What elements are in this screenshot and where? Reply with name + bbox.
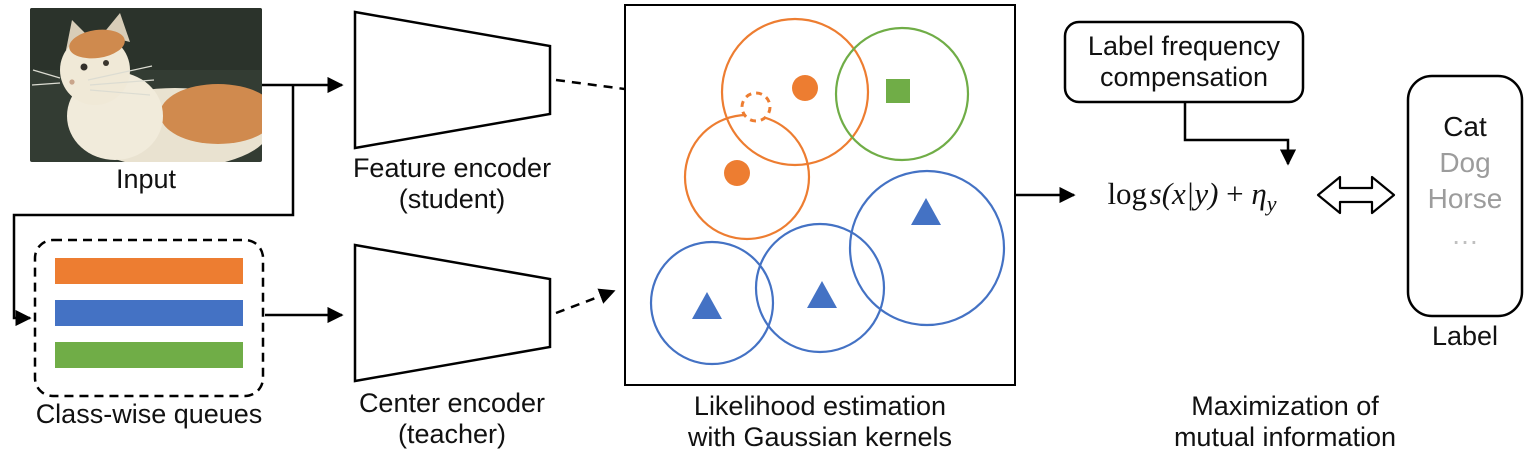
label-box-items: Cat Dog Horse … <box>1408 112 1522 250</box>
queue-bar-orange <box>55 258 243 284</box>
maximization-caption: Maximization of mutual information <box>1150 391 1420 453</box>
cat-eye <box>103 60 109 66</box>
queues-caption: Class-wise queues <box>35 399 263 429</box>
likelihood-caption-line1: Likelihood estimation <box>693 391 947 421</box>
label-item-more: … <box>1451 219 1479 250</box>
maximization-caption-line1: Maximization of <box>1191 391 1379 421</box>
blue-center-triangle <box>807 281 837 308</box>
compensation-caption-line1: Label frequency <box>1087 31 1281 61</box>
arrow-input-to-queues <box>12 85 295 327</box>
input-caption: Input <box>115 164 177 194</box>
feature-encoder-caption: Feature encoder (student) <box>343 153 561 215</box>
center-encoder-shape <box>353 243 552 383</box>
gaussian-kernel-blue <box>754 222 886 354</box>
label-box <box>1406 74 1524 318</box>
kernels-box <box>624 4 1016 386</box>
center-encoder-caption-line2: (teacher) <box>397 419 507 449</box>
center-encoder-caption: Center encoder (teacher) <box>343 388 561 450</box>
gaussian-kernel-blue <box>848 169 1006 327</box>
queue-bar-green <box>55 342 243 368</box>
formula-log: log <box>1107 176 1148 211</box>
blue-center-triangle <box>692 292 722 319</box>
likelihood-caption: Likelihood estimation with Gaussian kern… <box>625 391 1015 453</box>
formula-density: s(x|y) <box>1149 176 1219 211</box>
formula-plus: + <box>1226 176 1244 211</box>
label-item-dog: Dog <box>1439 147 1491 178</box>
gaussian-kernel-blue <box>649 240 775 366</box>
feature-encoder-caption-line2: (student) <box>398 184 506 214</box>
dashed-sample-dot <box>740 91 772 123</box>
cat-whiskers <box>31 65 155 96</box>
label-item-cat: Cat <box>1443 111 1487 142</box>
label-item-horse: Horse <box>1427 183 1503 214</box>
compensation-box <box>1063 20 1305 104</box>
input-image <box>30 8 262 162</box>
feature-encoder-caption-line1: Feature encoder <box>352 153 552 183</box>
feature-encoder-shape <box>353 10 552 150</box>
formula-eta: η <box>1251 176 1267 211</box>
green-center-square <box>886 79 910 103</box>
arrow-compensation-to-formula <box>1183 102 1297 166</box>
formula: log s(x|y) + ηy <box>1072 174 1312 224</box>
center-encoder-caption-line1: Center encoder <box>358 388 546 418</box>
formula-subscript: y <box>1266 191 1277 217</box>
queue-bar-blue <box>55 300 243 326</box>
compensation-caption-line2: compensation <box>1099 62 1269 92</box>
compensation-caption: Label frequency compensation <box>1067 31 1301 93</box>
gaussian-kernel-green <box>834 26 970 162</box>
blue-center-triangle <box>911 198 941 225</box>
cat-nose <box>69 79 75 85</box>
dashed-arrow-center-to-kernels <box>555 288 616 315</box>
orange-center-dot <box>724 160 750 186</box>
orange-center-dot <box>792 75 818 101</box>
gaussian-kernel-orange <box>720 17 870 167</box>
likelihood-caption-line2: with Gaussian kernels <box>687 422 953 452</box>
equivalence-double-arrow-icon <box>1316 175 1396 215</box>
cat-eye <box>80 63 88 71</box>
maximization-caption-line2: mutual information <box>1173 422 1397 452</box>
label-box-caption: Label <box>1431 321 1499 351</box>
